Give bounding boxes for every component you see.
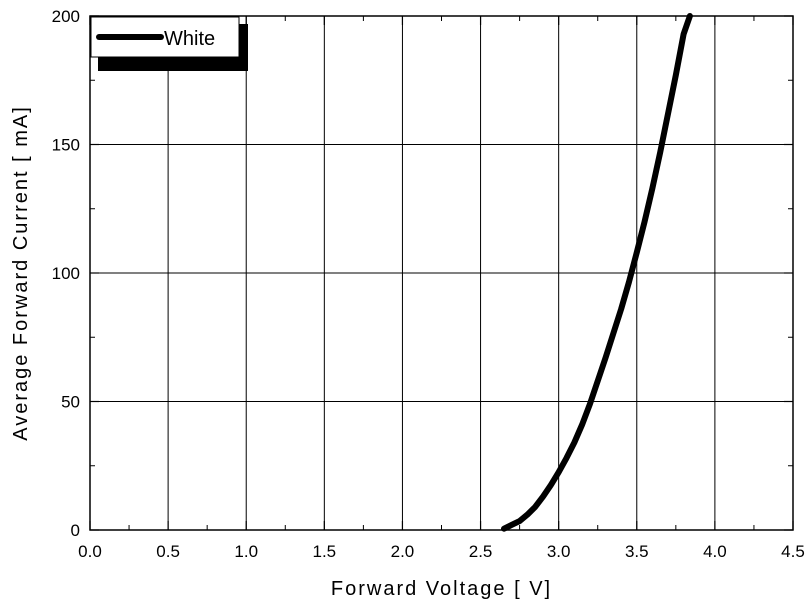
grid (90, 16, 793, 530)
x-tick-labels: 0.0 0.5 1.0 1.5 2.0 2.5 3.0 3.5 4.0 4.5 (78, 542, 805, 561)
y-tick-label: 50 (61, 393, 80, 412)
x-tick-label: 4.5 (781, 542, 805, 561)
y-tick-label: 0 (71, 521, 80, 540)
x-tick-label: 3.5 (625, 542, 649, 561)
x-tick-label: 0.0 (78, 542, 102, 561)
y-tick-label: 100 (52, 264, 80, 283)
plot-frame (89, 15, 794, 531)
y-tick-labels: 0 50 100 150 200 (52, 7, 80, 540)
x-tick-label: 1.0 (234, 542, 258, 561)
x-tick-label: 3.0 (547, 542, 571, 561)
x-tick-label: 2.0 (391, 542, 415, 561)
legend: White (90, 16, 248, 71)
x-tick-label: 0.5 (156, 542, 180, 561)
x-tick-label: 2.5 (469, 542, 493, 561)
legend-label-white: White (164, 28, 215, 50)
y-tick-label: 150 (52, 136, 80, 155)
y-axis-title: Average Forward Current [ mA] (10, 105, 32, 441)
y-tick-label: 200 (52, 7, 80, 26)
x-tick-label: 1.5 (313, 542, 337, 561)
series-line-white (500, 13, 693, 532)
x-tick-label: 4.0 (703, 542, 727, 561)
series-layer (500, 13, 693, 532)
x-axis-title: Forward Voltage [ V] (331, 578, 552, 600)
